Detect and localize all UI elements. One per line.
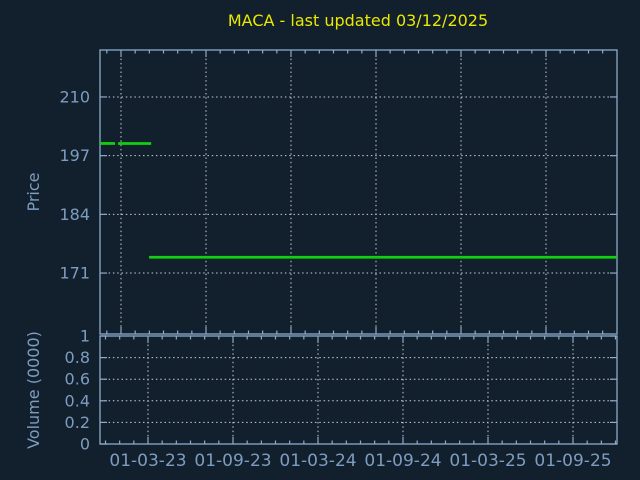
y-tick-label: 210: [59, 87, 90, 106]
y-tick-label: 0.2: [65, 413, 90, 432]
y-tick-label: 0: [80, 435, 90, 454]
price-axis-title: Price: [24, 172, 43, 211]
x-axis-labels: 01-03-23 01-09-23 01-03-24 01-09-24 01-03-25…: [109, 451, 611, 471]
y-tick-label: 1: [80, 327, 90, 346]
y-tick-label: 197: [59, 146, 90, 165]
x-tick-label: 01-09-23: [194, 451, 271, 471]
y-tick-label: 171: [59, 264, 90, 283]
chart-title: MACA - last updated 03/12/2025: [228, 11, 488, 30]
volume-axis-title: Volume (0000): [24, 331, 43, 449]
x-tick-label: 01-03-23: [109, 451, 186, 471]
plot-frame: [99, 335, 618, 445]
x-tick-label: 01-09-25: [534, 451, 611, 471]
x-tick-label: 01-09-24: [364, 451, 441, 471]
y-tick-label: 0.4: [65, 391, 90, 410]
plot-frame: [99, 49, 618, 335]
y-tick-label: 0.6: [65, 370, 90, 389]
price-plot: 210 197 184 171: [59, 49, 618, 335]
y-tick-label: 184: [59, 205, 90, 224]
y-tick-label: 0.8: [65, 348, 90, 367]
volume-plot: 1 0.8 0.6 0.4 0.2 0: [65, 327, 618, 454]
x-tick-label: 01-03-24: [279, 451, 356, 471]
x-tick-label: 01-03-25: [449, 451, 526, 471]
